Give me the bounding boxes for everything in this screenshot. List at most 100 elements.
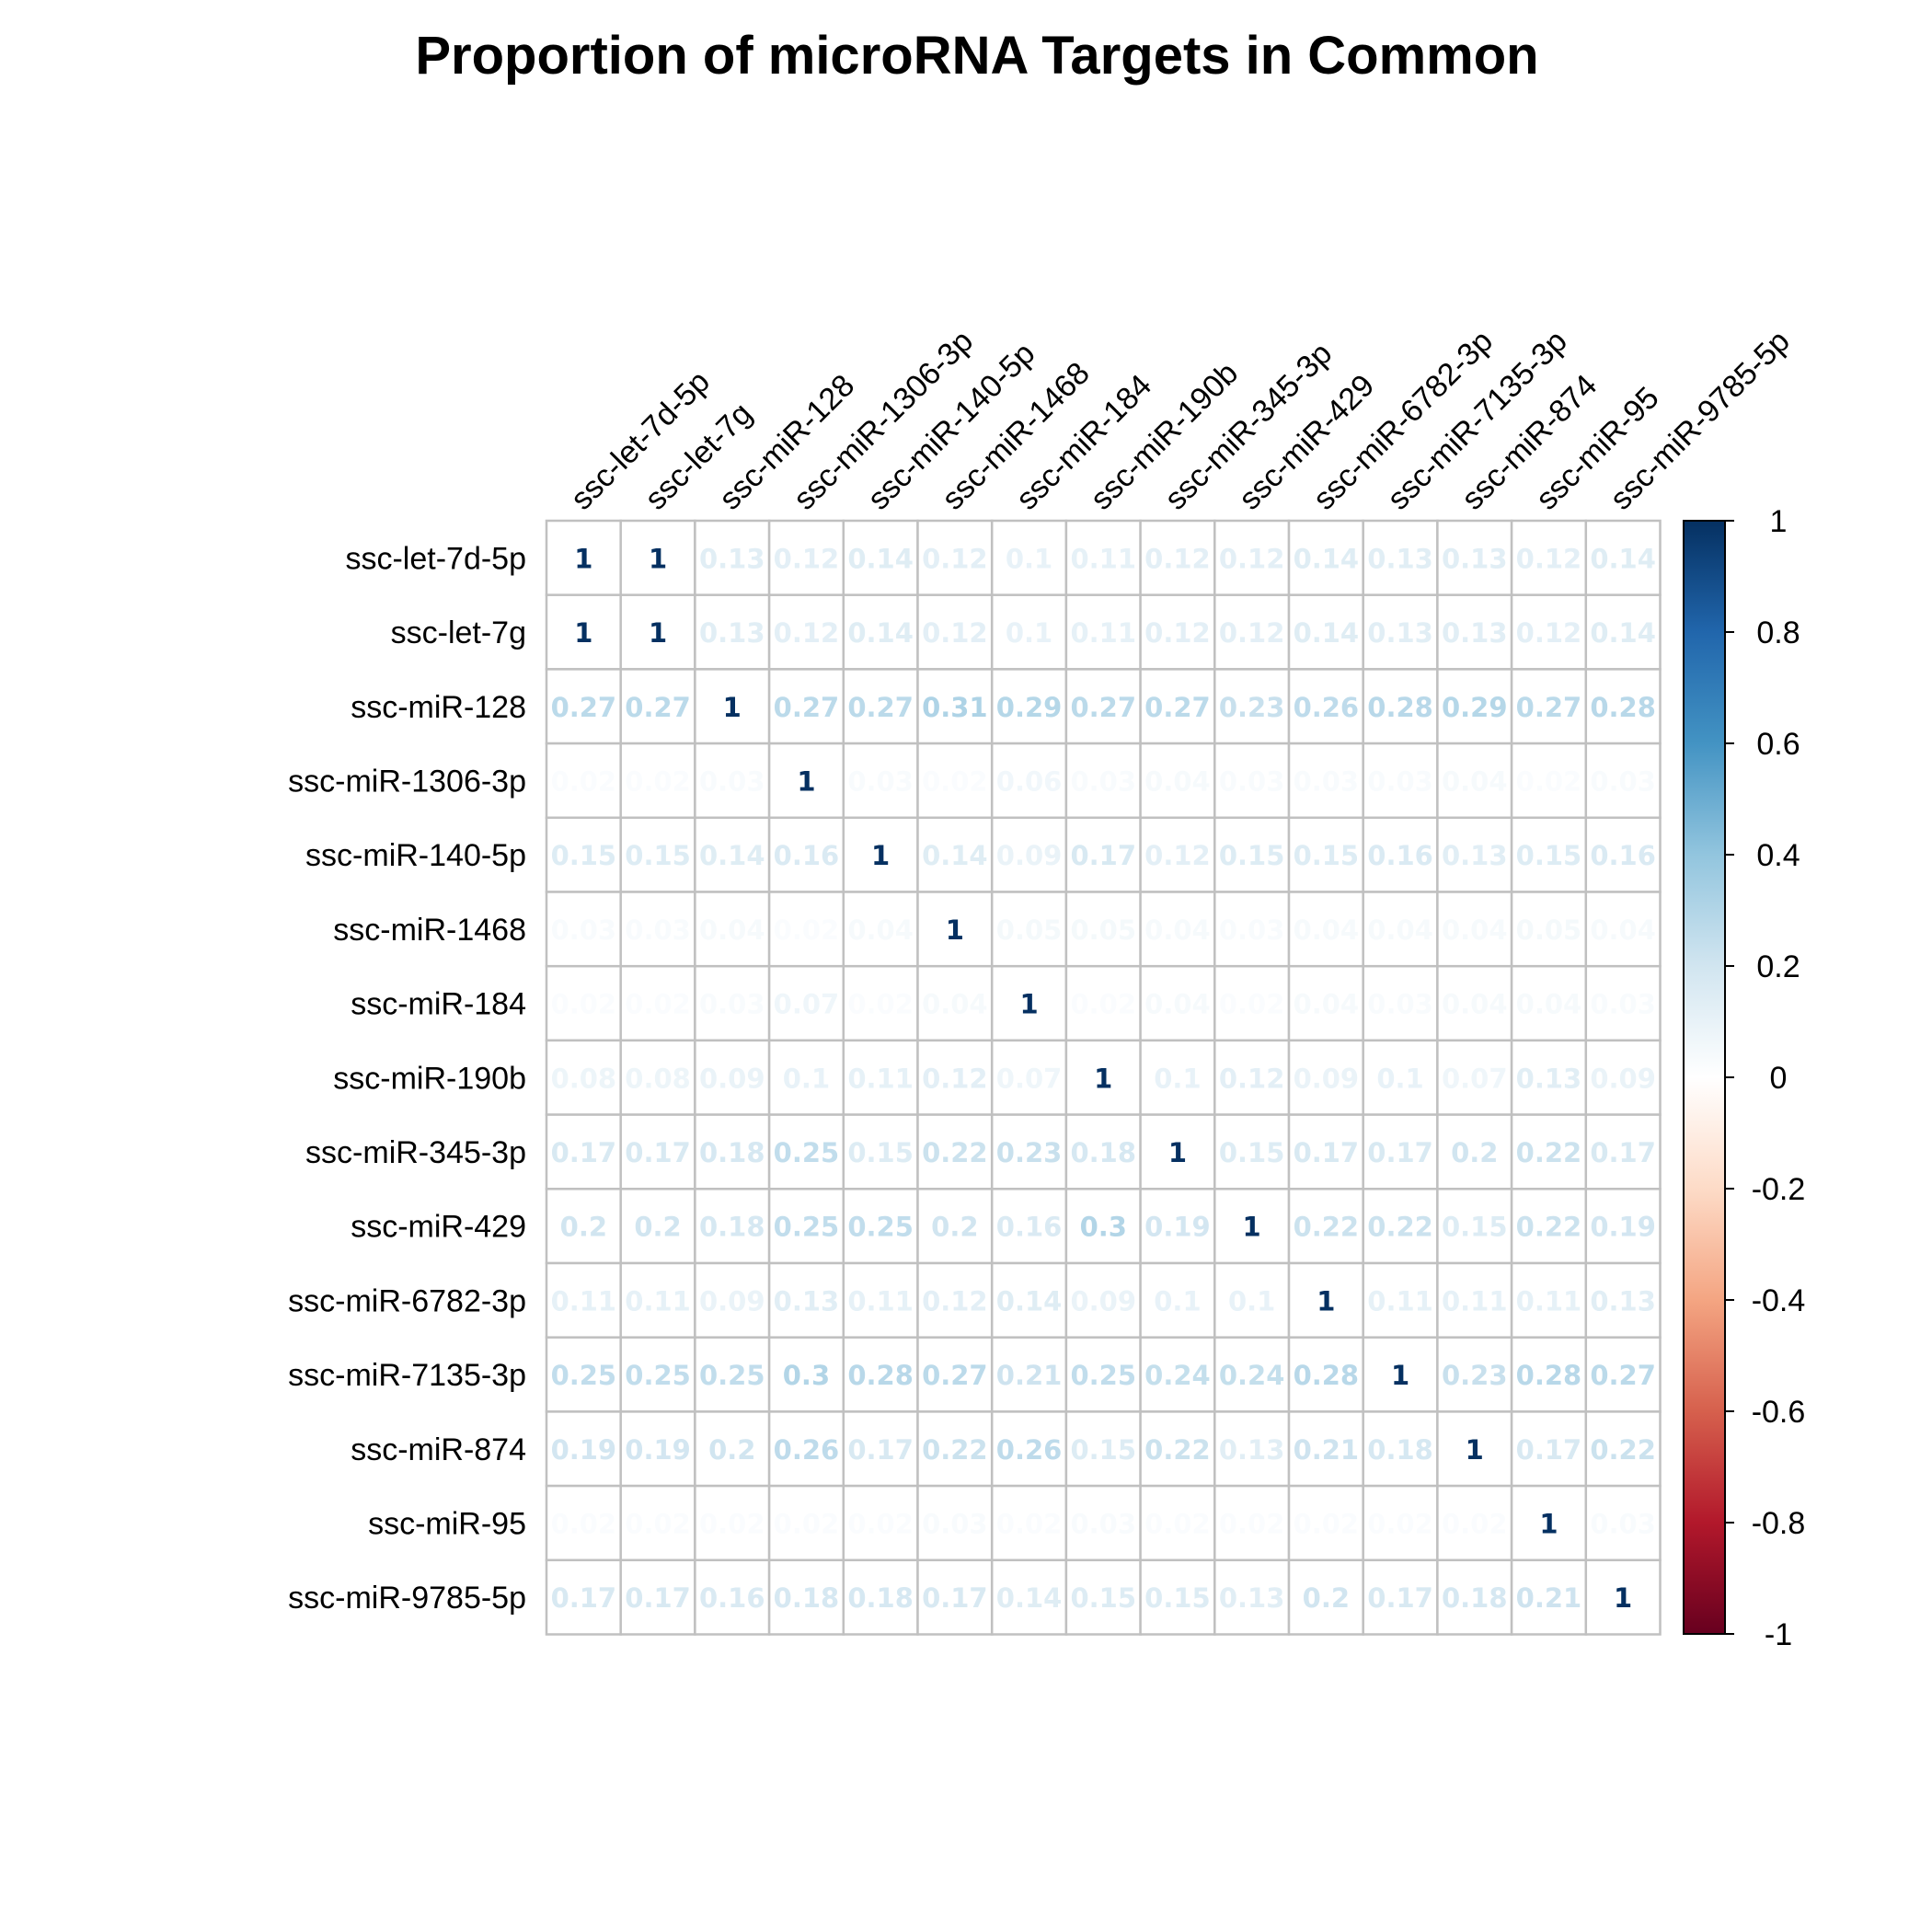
cell-value-label: 0.13 — [1516, 1063, 1582, 1094]
cell-value-label: 0.18 — [1367, 1434, 1433, 1466]
heatmap-cell — [1510, 1261, 1588, 1339]
colorbar-tick-label: -0.2 — [1752, 1172, 1806, 1207]
heatmap-cell — [1362, 1188, 1439, 1265]
cell-value-label: 0.27 — [551, 692, 617, 723]
cell-value-label: 0.04 — [922, 989, 988, 1020]
heatmap-cell — [990, 1484, 1068, 1562]
cell-value-label: 0.02 — [774, 1508, 840, 1539]
cell-value-label: 0.22 — [1144, 1434, 1211, 1466]
cell-value-label: 0.02 — [625, 765, 691, 797]
cell-value-label: 0.12 — [1219, 617, 1285, 649]
cell-value-label: 0.03 — [1070, 1508, 1136, 1539]
heatmap-cell — [1064, 593, 1142, 671]
heatmap-cell — [1213, 1484, 1291, 1562]
cell-value-label: 1 — [1243, 1212, 1261, 1243]
cell-value-label: 0.12 — [922, 1285, 988, 1317]
cell-value-label: 0.04 — [699, 914, 765, 946]
cell-value-label: 0.1 — [1154, 1063, 1201, 1094]
cell-value-label: 0.18 — [699, 1212, 765, 1243]
row-label: ssc-miR-95 — [368, 1506, 526, 1541]
cell-value-label: 0.19 — [625, 1434, 691, 1466]
heatmap-cell — [990, 742, 1068, 820]
cell-value-label: 0.19 — [1144, 1212, 1211, 1243]
cell-value-label: 0.13 — [1442, 840, 1508, 871]
heatmap-cell — [1436, 1261, 1513, 1339]
cell-value-label: 1 — [1094, 1063, 1112, 1094]
cell-value-label: 0.12 — [1219, 1063, 1285, 1094]
heatmap-cell — [1510, 964, 1588, 1042]
cell-value-label: 0.12 — [1144, 617, 1211, 649]
cell-value-label: 0.22 — [1590, 1434, 1656, 1466]
heatmap-cell — [1064, 964, 1142, 1042]
heatmap-cell — [1436, 1558, 1513, 1636]
heatmap-cell — [619, 668, 696, 745]
cell-value-label: 1 — [946, 914, 964, 946]
heatmap-cell — [842, 816, 919, 893]
column-labels: ssc-let-7d-5pssc-let-7gssc-miR-128ssc-mi… — [564, 324, 1797, 517]
heatmap-cell — [767, 1188, 845, 1265]
heatmap-cell — [545, 1113, 622, 1190]
cell-value-label: 0.04 — [1144, 914, 1211, 946]
cell-value-label: 1 — [871, 840, 890, 871]
cell-value-label: 0.12 — [922, 617, 988, 649]
heatmap-cell — [1362, 891, 1439, 968]
heatmap-cell — [1510, 519, 1588, 596]
cell-value-label: 1 — [1168, 1137, 1187, 1168]
cell-value-label: 0.18 — [774, 1582, 840, 1614]
heatmap-cell — [545, 742, 622, 820]
heatmap-cell — [1436, 668, 1513, 745]
cell-value-label: 0.28 — [1294, 1360, 1360, 1391]
colorbar-tick-label: -0.8 — [1752, 1506, 1806, 1541]
heatmap-cell — [545, 519, 622, 596]
heatmap-cell — [1584, 1039, 1662, 1116]
cell-value-label: 0.17 — [625, 1137, 691, 1168]
cell-value-label: 0.3 — [783, 1360, 830, 1391]
heatmap-cell — [916, 668, 994, 745]
cell-value-label: 0.07 — [774, 989, 840, 1020]
heatmap-cell — [1287, 668, 1364, 745]
cell-value-label: 0.03 — [551, 914, 617, 946]
heatmap-cell — [767, 891, 845, 968]
cell-value-label: 0.11 — [1070, 543, 1136, 574]
heatmap-cell — [694, 1410, 771, 1488]
heatmap-cell — [916, 1336, 994, 1413]
cell-value-label: 0.14 — [996, 1582, 1063, 1614]
colorbar-tick-label: 0 — [1770, 1061, 1788, 1096]
cell-value-label: 0.03 — [1294, 765, 1360, 797]
cell-value-label: 0.13 — [1219, 1582, 1285, 1614]
cell-value-label: 0.05 — [1070, 914, 1136, 946]
cell-value-label: 0.02 — [625, 1508, 691, 1539]
cell-value-label: 0.13 — [1590, 1285, 1656, 1317]
cell-value-label: 0.02 — [1294, 1508, 1360, 1539]
cell-value-label: 0.12 — [1219, 543, 1285, 574]
heatmap-cell — [1139, 1113, 1216, 1190]
row-label: ssc-miR-874 — [351, 1432, 526, 1467]
cell-value-label: 0.02 — [1219, 989, 1285, 1020]
heatmap-cell — [1584, 593, 1662, 671]
cell-value-label: 0.27 — [922, 1360, 988, 1391]
heatmap-cell — [619, 1188, 696, 1265]
heatmap-cell — [1510, 742, 1588, 820]
row-label: ssc-miR-429 — [351, 1210, 526, 1245]
heatmap-cell — [694, 816, 771, 893]
heatmap-cell — [1584, 891, 1662, 968]
cell-value-label: 0.04 — [847, 914, 914, 946]
cell-value-label: 0.15 — [1070, 1434, 1136, 1466]
cell-value-label: 0.28 — [1590, 692, 1656, 723]
heatmap-cell — [694, 1336, 771, 1413]
cell-value-label: 0.12 — [1144, 840, 1211, 871]
heatmap-cell — [767, 742, 845, 820]
colorbar-tick-label: -0.4 — [1752, 1283, 1806, 1318]
cell-value-label: 0.03 — [699, 989, 765, 1020]
heatmap-cell — [1139, 891, 1216, 968]
row-label: ssc-let-7g — [391, 615, 526, 650]
cell-value-label: 0.04 — [1294, 989, 1360, 1020]
heatmap-cell — [1584, 1558, 1662, 1636]
heatmap-cell — [619, 1484, 696, 1562]
cell-value-label: 0.19 — [1590, 1212, 1656, 1243]
cell-value-label: 0.15 — [625, 840, 691, 871]
heatmap-cell — [619, 1336, 696, 1413]
cell-value-label: 0.03 — [847, 765, 914, 797]
heatmap-cell — [767, 668, 845, 745]
heatmap-cell — [694, 1558, 771, 1636]
